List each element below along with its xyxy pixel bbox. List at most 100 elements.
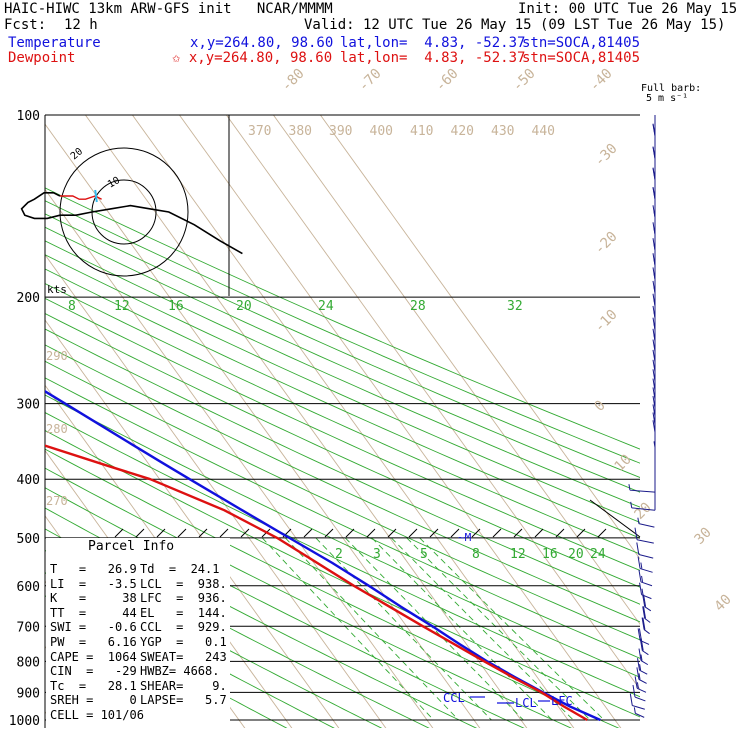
wind-barb: [640, 660, 649, 666]
model-title: HAIC-HIWC 13km ARW-GFS init NCAR/MMMM: [4, 1, 333, 17]
isotherm-50: [272, 115, 640, 625]
wind-barb: [629, 489, 656, 493]
wind-barb-flag: [652, 146, 656, 159]
parcel-row-right: SWEAT= 243: [140, 649, 227, 664]
theta-label-380: 380: [289, 124, 312, 139]
parcel-row-right: SHEAR= 9.: [140, 678, 227, 693]
temperature-profile: [45, 389, 601, 722]
dewpoint-latlon: lat,lon= 4.83, -52.37: [340, 50, 526, 66]
freezing-tick: [534, 528, 544, 538]
wind-barb-flag: [643, 594, 647, 607]
wind-barb-half: [653, 259, 656, 266]
parcel-row-left: Tc = 28.1: [50, 678, 137, 693]
wind-barb-flag: [638, 648, 642, 661]
parcel-row-left: T = 26.9: [50, 562, 137, 576]
parcel-row-right: LAPSE= 5.7: [140, 693, 227, 708]
hodograph-ring-label-10: 10: [106, 175, 122, 191]
parcel-info-title: Parcel Info: [88, 539, 175, 554]
wind-barb: [632, 705, 645, 710]
isotherm-label--60: -60: [433, 66, 462, 95]
freezing-tick: [114, 528, 124, 538]
wind-barb-flag: [640, 638, 644, 651]
freezing-tick: [198, 528, 208, 538]
theta-label-440: 440: [532, 124, 555, 139]
dry-adiabat-400: [45, 282, 640, 555]
parcel-row-left: CIN = -29: [50, 664, 137, 679]
dry-adiabat-320: [45, 412, 640, 698]
wind-barb: [638, 523, 655, 528]
wind-barb: [644, 606, 652, 612]
wind-barb-flag: [652, 167, 656, 180]
wind-barb-flag: [634, 527, 638, 540]
parcel-row-left: LI = -3.5: [50, 576, 137, 591]
wind-barb: [636, 687, 647, 693]
freezing-tick: [366, 528, 376, 538]
isotherm-label--30: -30: [592, 141, 621, 170]
mixing-ratio-12: [371, 537, 553, 721]
wind-barb: [631, 507, 656, 511]
temperature-location: x,y=264.80, 98.60: [190, 35, 334, 51]
lower-mix-label-24: 24: [590, 547, 606, 562]
wind-barb-flag: [652, 369, 656, 382]
lower-mix-label-5: 5: [420, 547, 428, 562]
wind-barb: [639, 669, 648, 675]
freezing-tick: [345, 528, 355, 538]
freezing-tick: [156, 528, 166, 538]
parcel-row-left: K = 38: [50, 591, 137, 606]
wind-barb-flag: [642, 594, 646, 607]
upper-mix-label-16: 16: [168, 299, 184, 314]
lower-mix-label-12: 12: [510, 547, 526, 562]
parcel-row-right: HWBZ= 4668.: [140, 664, 220, 679]
wind-barb: [634, 696, 646, 702]
mixing-ratio-3: [285, 537, 459, 721]
dry-adiabat-300: [45, 448, 620, 728]
wind-barb-flag: [652, 387, 656, 400]
freezing-tick: [492, 528, 502, 538]
freezing-tick: [240, 528, 250, 538]
wind-barb-flag: [637, 628, 641, 641]
barb-scale-units: 5 m s⁻¹: [646, 93, 689, 104]
upper-mix-label-32: 32: [507, 299, 523, 314]
freezing-tick: [387, 528, 397, 538]
pressure-label-700: 700: [17, 620, 40, 635]
dry-adiabat-330: [45, 394, 640, 678]
isotherm-label--20: -20: [592, 229, 621, 258]
theta-label-370: 370: [248, 124, 271, 139]
mixing-ratio-2: [261, 537, 435, 721]
dry-adiabat-290: [45, 467, 572, 728]
wind-barb-half: [653, 311, 656, 319]
isotherm-label--80: -80: [279, 66, 308, 95]
wind-barb-half: [639, 664, 642, 671]
parcel-row-right: CCL = 929.: [140, 620, 227, 635]
wind-barb-half: [653, 334, 656, 341]
lcl-label: LCL: [515, 696, 537, 710]
parcel-row-left: SREH = 0: [50, 693, 137, 708]
wind-barb-flag: [652, 412, 656, 425]
dry-adiabat-410: [45, 268, 640, 539]
dry-adiabat-460: [45, 200, 640, 464]
ccl-label: CCL: [443, 691, 465, 705]
wind-barb-flag: [652, 420, 656, 433]
wind-barb-flag: [652, 404, 656, 417]
wind-barb-half: [653, 211, 656, 218]
isotherm-0: [45, 123, 481, 728]
mixing-ratio-5: [315, 537, 492, 721]
wind-barb-flag: [629, 693, 633, 706]
dry-adiabat-370: [45, 328, 640, 605]
wind-barb: [640, 581, 653, 587]
wind-barb-flag: [652, 395, 656, 409]
mixing-ratio-24: [419, 537, 605, 721]
parcel-row-right: EL = 144.: [140, 605, 227, 620]
wind-barb-flag: [637, 556, 641, 569]
wind-barb-flag: [652, 349, 656, 362]
wind-barb: [639, 568, 653, 573]
wind-barb: [638, 554, 654, 559]
theta-left-label-280: 280: [46, 422, 68, 436]
isotherm-40: [225, 115, 640, 691]
wind-barb-half: [640, 654, 643, 661]
wind-barbs: [628, 115, 656, 718]
wind-barb-flag: [636, 667, 640, 680]
pressure-label-300: 300: [17, 398, 40, 413]
wind-barb-half: [630, 501, 633, 508]
pressure-label-400: 400: [17, 473, 40, 488]
